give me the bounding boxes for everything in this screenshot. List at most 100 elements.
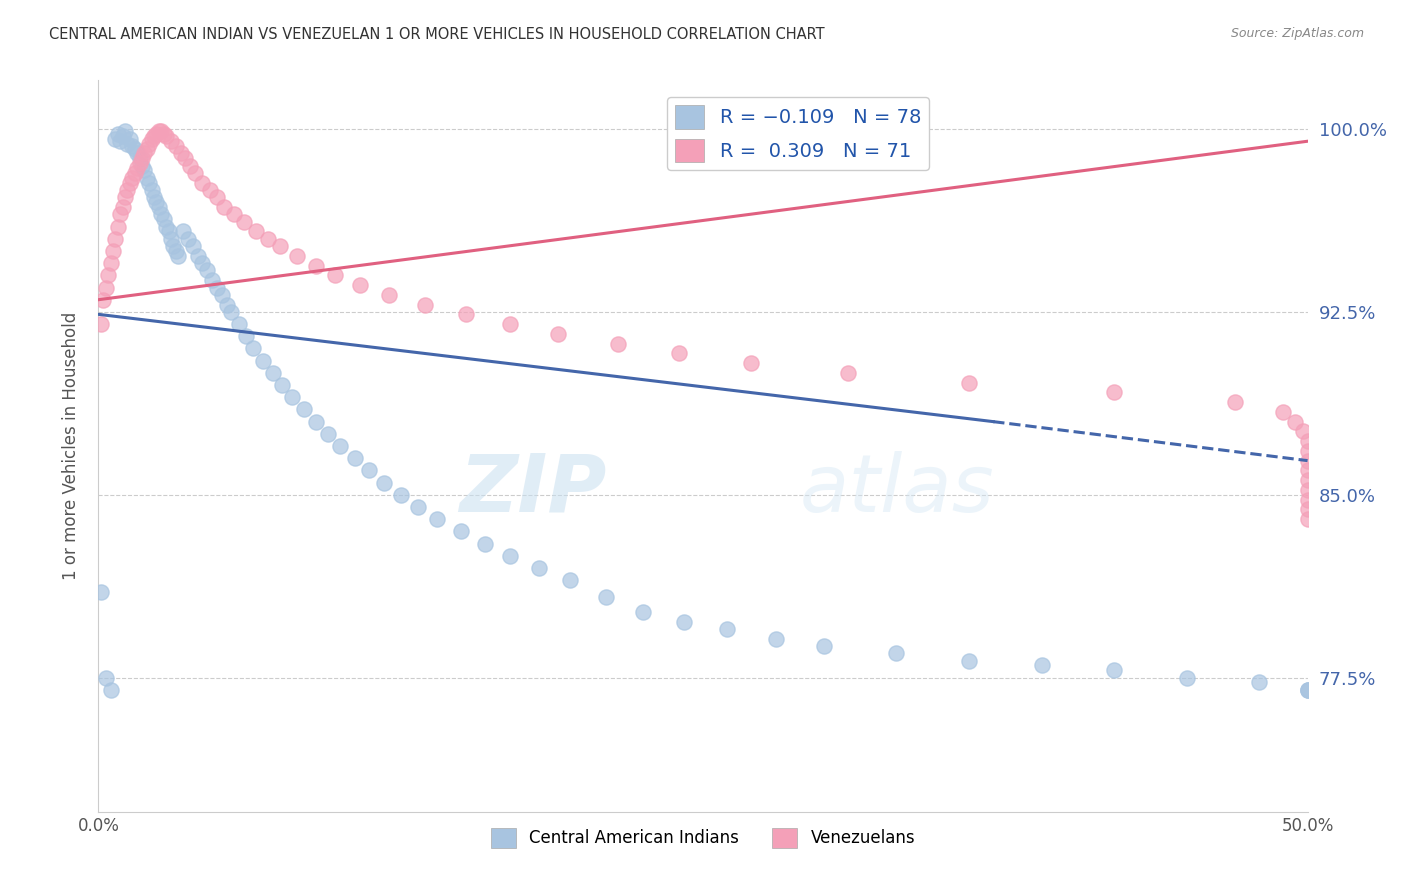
Point [389,488,412,502]
Point [172,224,194,238]
Point [1223,395,1246,409]
Point [201,273,224,287]
Point [138,176,160,190]
Point [454,307,477,321]
Point [1102,385,1125,400]
Point [252,353,274,368]
Point [195,263,218,277]
Point [474,536,496,550]
Point [1296,483,1319,497]
Point [104,232,127,246]
Point [349,278,371,293]
Point [100,256,122,270]
Point [134,146,156,161]
Point [157,224,180,238]
Point [547,326,569,341]
Point [1296,682,1319,697]
Point [108,134,131,148]
Point [498,549,520,563]
Text: CENTRAL AMERICAN INDIAN VS VENEZUELAN 1 OR MORE VEHICLES IN HOUSEHOLD CORRELATIO: CENTRAL AMERICAN INDIAN VS VENEZUELAN 1 … [49,27,825,42]
Text: atlas: atlas [800,450,994,529]
Point [128,151,150,165]
Point [886,646,908,660]
Point [256,232,278,246]
Point [111,129,134,144]
Point [118,132,141,146]
Point [1296,492,1319,507]
Point [813,639,835,653]
Point [1272,405,1295,419]
Point [131,159,153,173]
Point [145,127,167,141]
Point [668,346,690,360]
Point [134,163,156,178]
Point [135,170,157,185]
Point [124,166,146,180]
Point [269,239,291,253]
Point [228,317,250,331]
Point [155,129,177,144]
Text: Source: ZipAtlas.com: Source: ZipAtlas.com [1230,27,1364,40]
Point [1296,463,1319,477]
Point [94,280,117,294]
Point [329,439,352,453]
Point [165,139,187,153]
Point [222,207,245,221]
Point [205,190,228,204]
Point [128,156,150,170]
Point [1249,675,1271,690]
Point [162,239,184,253]
Point [160,134,183,148]
Point [558,573,581,587]
Point [1102,663,1125,677]
Point [90,317,112,331]
Point [1296,502,1319,516]
Point [1175,671,1198,685]
Point [191,256,214,270]
Point [169,146,191,161]
Point [104,132,127,146]
Point [160,232,183,246]
Text: ZIP: ZIP [458,450,606,529]
Point [150,124,173,138]
Point [527,561,550,575]
Point [1296,473,1319,487]
Point [143,190,166,204]
Point [101,244,124,258]
Point [325,268,347,283]
Point [1031,658,1053,673]
Point [111,200,134,214]
Point [155,219,177,234]
Point [177,232,200,246]
Point [271,378,294,392]
Point [117,183,139,197]
Point [672,615,695,629]
Point [245,224,267,238]
Point [148,200,170,214]
Point [1296,512,1319,526]
Point [94,671,117,685]
Point [152,127,174,141]
Point [107,219,129,234]
Point [957,654,980,668]
Point [837,366,859,380]
Point [141,132,163,146]
Point [165,244,187,258]
Point [740,356,762,370]
Point [406,500,429,514]
Point [127,161,149,175]
Point [100,682,122,697]
Point [152,212,174,227]
Point [305,415,328,429]
Point [957,376,980,390]
Point [91,293,114,307]
Point [114,190,136,204]
Point [117,136,139,151]
Point [1296,434,1319,449]
Y-axis label: 1 or more Vehicles in Household: 1 or more Vehicles in Household [62,312,80,580]
Point [377,288,399,302]
Point [167,249,190,263]
Point [631,605,654,619]
Point [145,195,167,210]
Point [150,207,173,221]
